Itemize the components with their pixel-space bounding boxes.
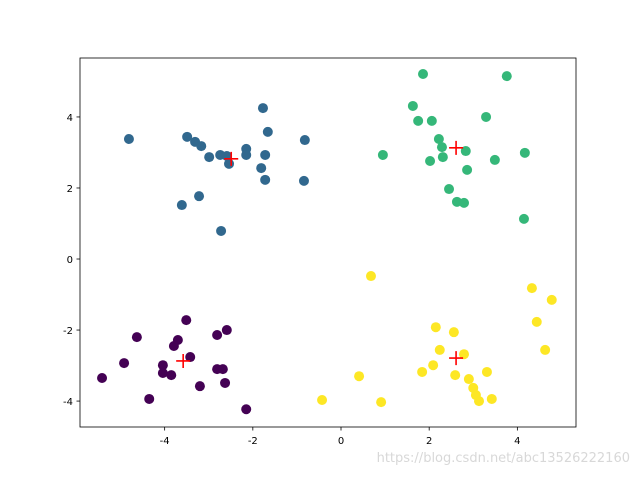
point — [123, 133, 134, 144]
point — [460, 146, 471, 157]
point — [131, 332, 142, 343]
point — [194, 191, 205, 202]
centroid — [449, 140, 464, 155]
point — [462, 164, 473, 175]
point — [448, 327, 459, 338]
point — [489, 154, 500, 165]
point — [463, 374, 474, 385]
point — [241, 149, 252, 160]
x-tick-label: -4 — [160, 436, 170, 447]
point — [444, 184, 455, 195]
point — [413, 115, 424, 126]
point — [260, 174, 271, 185]
point — [157, 368, 168, 379]
y-tick-label: -4 — [63, 397, 73, 408]
point — [185, 352, 196, 363]
point — [166, 370, 177, 381]
point — [257, 103, 268, 114]
plot-frame — [79, 57, 577, 428]
point — [212, 330, 223, 341]
watermark: https://blog.csdn.net/abc13526222160 — [377, 451, 630, 466]
point — [354, 371, 365, 382]
point — [531, 316, 542, 327]
point — [181, 315, 192, 326]
point — [377, 149, 388, 160]
point — [418, 68, 429, 79]
point — [204, 152, 215, 163]
x-tick-label: 4 — [514, 436, 520, 447]
point — [224, 158, 235, 169]
point — [546, 294, 557, 305]
point — [365, 271, 376, 282]
point — [540, 344, 551, 355]
point — [182, 131, 193, 142]
point — [216, 225, 227, 236]
y-tick-label: 4 — [67, 113, 73, 124]
point — [426, 115, 437, 126]
x-tick-label: -2 — [248, 436, 258, 447]
point — [176, 200, 187, 211]
y-tick-label: 0 — [67, 255, 73, 266]
centroid — [449, 351, 464, 366]
point — [298, 175, 309, 186]
point — [434, 344, 445, 355]
point — [262, 126, 273, 137]
point — [157, 360, 168, 371]
point — [194, 381, 205, 392]
point — [217, 364, 228, 375]
point — [144, 393, 155, 404]
point — [518, 213, 529, 224]
x-tick-label: 0 — [338, 436, 344, 447]
point — [437, 152, 448, 163]
point — [376, 397, 387, 408]
point — [417, 366, 428, 377]
point — [436, 142, 447, 153]
point — [97, 372, 108, 383]
point — [519, 147, 530, 158]
point — [256, 163, 267, 174]
point — [260, 149, 271, 160]
point — [433, 133, 444, 144]
point — [501, 71, 512, 82]
point — [407, 100, 418, 111]
point — [221, 325, 232, 336]
y-tick-label: -2 — [63, 326, 73, 337]
point — [526, 283, 537, 294]
point — [428, 360, 439, 371]
point — [168, 341, 179, 352]
point — [425, 155, 436, 166]
point — [486, 393, 497, 404]
point — [474, 396, 485, 407]
point — [317, 395, 328, 406]
point — [196, 141, 207, 152]
point — [220, 377, 231, 388]
x-tick-label: 2 — [426, 436, 432, 447]
point — [241, 404, 252, 415]
point — [481, 366, 492, 377]
centroid — [176, 353, 191, 368]
point — [459, 349, 470, 360]
centroid — [224, 151, 239, 166]
point — [119, 358, 130, 369]
point — [299, 135, 310, 146]
point — [459, 197, 470, 208]
point — [430, 322, 441, 333]
point — [481, 111, 492, 122]
point — [450, 370, 461, 381]
y-tick-label: 2 — [67, 184, 73, 195]
